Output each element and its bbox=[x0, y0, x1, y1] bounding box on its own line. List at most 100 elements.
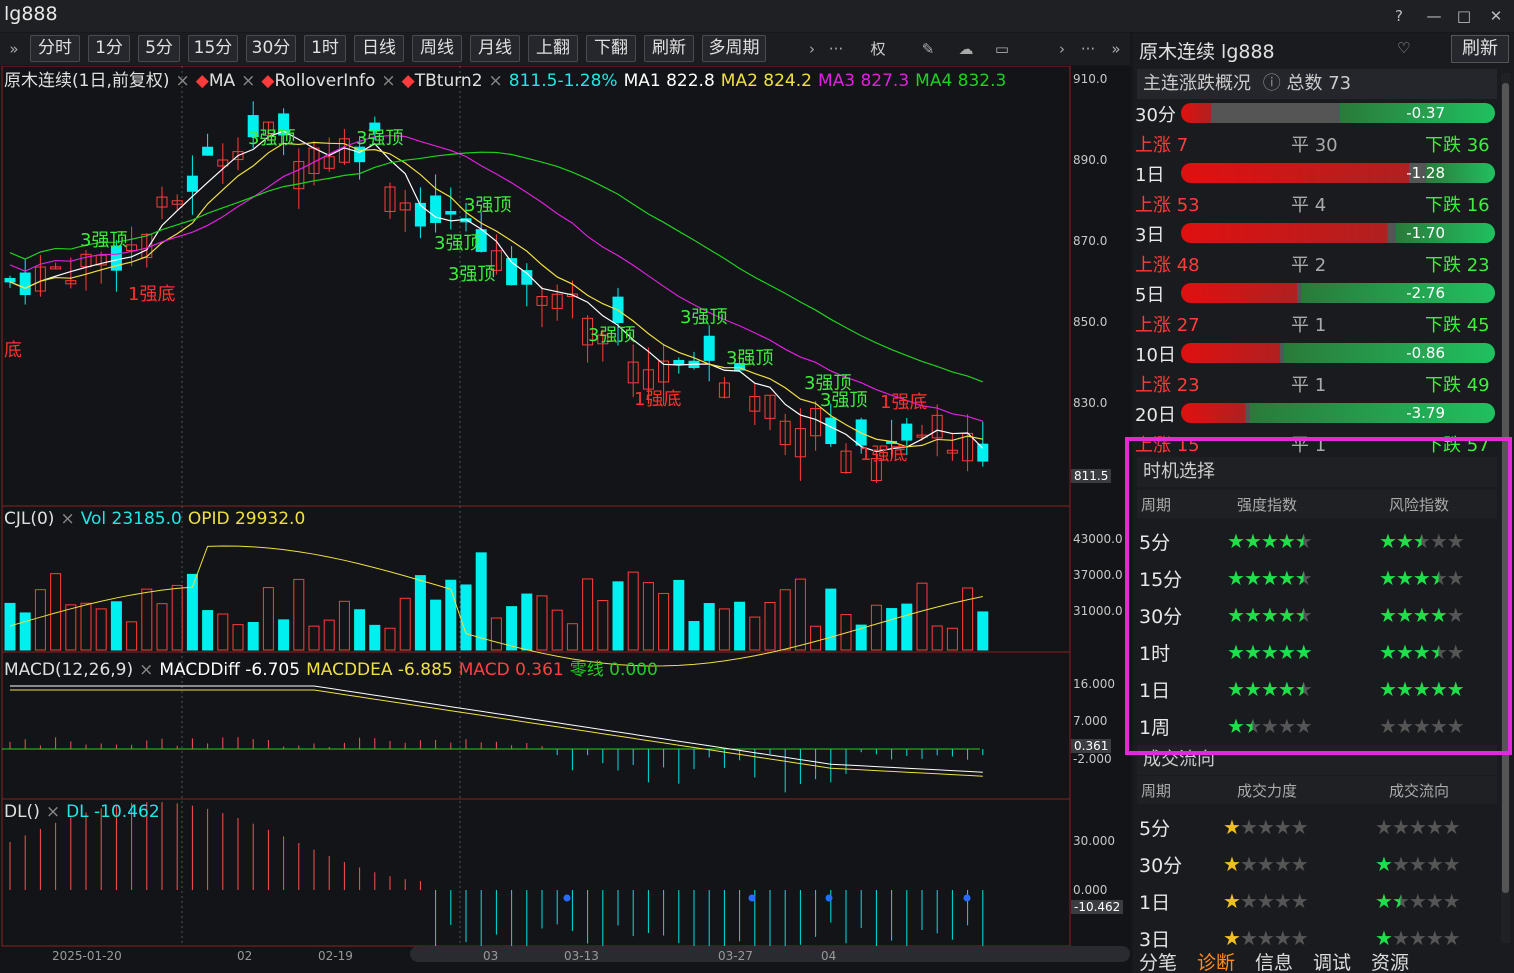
volume-bar bbox=[779, 589, 791, 651]
vol-tick: 31000.0 bbox=[1073, 604, 1123, 618]
toolbar-button[interactable]: 1分 bbox=[88, 35, 130, 62]
period-up: 上涨 48 bbox=[1135, 255, 1200, 276]
window-icon[interactable]: ▭ bbox=[994, 40, 1010, 58]
volume-bar bbox=[262, 587, 274, 651]
vertical-scrollbar[interactable] bbox=[1501, 73, 1510, 943]
toolbar-button[interactable]: 下翻 bbox=[586, 35, 636, 62]
bottom-signal: 底 bbox=[4, 340, 22, 361]
toolbar-button[interactable]: 日线 bbox=[354, 35, 404, 62]
toolbar-button[interactable]: 上翻 bbox=[528, 35, 578, 62]
tab-2[interactable]: 信息 bbox=[1255, 952, 1294, 973]
help-icon[interactable]: ⓘ bbox=[1262, 73, 1281, 94]
bottom-signal: 1强底 bbox=[880, 392, 927, 413]
price-tick: 890.0 bbox=[1073, 153, 1108, 167]
volume-bar bbox=[232, 624, 244, 651]
flow-row: 1日 ★★★★★ ★★★★★ bbox=[1137, 883, 1497, 920]
toolbar-button[interactable]: 30分 bbox=[246, 35, 296, 62]
candle bbox=[718, 382, 730, 398]
ma2-value: MA2 824.2 bbox=[720, 71, 812, 91]
volume-bar bbox=[430, 599, 442, 651]
indicator-tbturn[interactable]: TBturn2 bbox=[414, 71, 483, 91]
toolbar-button[interactable]: 刷新 bbox=[644, 35, 694, 62]
horizontal-scrollbar[interactable] bbox=[410, 946, 1130, 962]
toolbar-button[interactable]: 分时 bbox=[30, 35, 80, 62]
candle bbox=[384, 186, 396, 212]
heart-icon[interactable]: ♡ bbox=[1397, 39, 1411, 57]
refresh-button[interactable]: 刷新 bbox=[1451, 35, 1509, 63]
close-icon[interactable]: ✕ bbox=[1489, 7, 1503, 25]
weight-button[interactable]: 权 bbox=[870, 40, 886, 58]
panel-title: 原木连续 lg888 bbox=[1139, 41, 1275, 63]
volume-bar bbox=[202, 610, 214, 651]
risk-stars: ★★★★★ bbox=[1379, 714, 1465, 738]
strength-stars: ★★★★★ bbox=[1227, 603, 1313, 627]
period-up: 上涨 7 bbox=[1135, 135, 1189, 156]
period-label: 1日 bbox=[1135, 165, 1165, 186]
volume-bar bbox=[217, 613, 229, 651]
more-icon[interactable]: ··· bbox=[1080, 40, 1096, 58]
tab-1[interactable]: 诊断 bbox=[1197, 952, 1236, 973]
help-icon[interactable]: ? bbox=[1395, 7, 1403, 25]
chevron-right-icon[interactable]: › bbox=[809, 40, 815, 58]
volume-bar bbox=[445, 579, 457, 651]
more-icon[interactable]: ··· bbox=[828, 40, 844, 58]
candle bbox=[430, 195, 442, 223]
chevron-right-icon[interactable]: › bbox=[1059, 40, 1065, 58]
chart-area[interactable]: 3强顶 3强顶 3强顶 3强顶 3强顶 3强顶 3强顶 3强顶 3强顶 3强顶 3强顶 1强底 1强底 1… bbox=[0, 65, 1131, 973]
dl-tick: 0.000 bbox=[1073, 883, 1108, 897]
period-flat: 平 1 bbox=[1291, 375, 1327, 396]
double-chevron-icon[interactable]: » bbox=[1111, 40, 1121, 58]
indicator-ma[interactable]: MA bbox=[208, 71, 236, 91]
top-signal: 3强顶 bbox=[448, 264, 495, 285]
draw-icon[interactable]: ✎ bbox=[921, 40, 935, 58]
indicator-rollover[interactable]: RolloverInfo bbox=[274, 71, 376, 91]
macd-label: MACD(12,26,9) bbox=[4, 660, 134, 680]
candle bbox=[490, 250, 502, 271]
dl-value: DL -10.462 bbox=[66, 802, 160, 822]
maximize-icon[interactable]: □ bbox=[1456, 7, 1472, 25]
dl-last-label: -10.462 bbox=[1071, 900, 1124, 914]
toolbar-button[interactable]: 周线 bbox=[412, 35, 462, 62]
candle bbox=[399, 202, 411, 211]
volume-bar bbox=[369, 624, 381, 651]
volume-bar bbox=[931, 625, 943, 651]
dl-dot bbox=[825, 894, 833, 902]
double-chevron-icon[interactable]: » bbox=[9, 40, 19, 58]
volume-bar bbox=[247, 621, 259, 651]
bottom-signal: 1强底 bbox=[634, 389, 681, 410]
timing-row: 15分 ★★★★★ ★★★★★ bbox=[1137, 560, 1497, 597]
scroll-thumb[interactable] bbox=[1502, 83, 1509, 893]
dl-dot bbox=[963, 894, 971, 902]
toolbar-button[interactable]: 15分 bbox=[188, 35, 238, 62]
toolbar-button[interactable]: 5分 bbox=[138, 35, 180, 62]
top-signal: 3强顶 bbox=[464, 195, 511, 216]
toolbar-button[interactable]: 月线 bbox=[470, 35, 520, 62]
candle bbox=[901, 423, 913, 441]
timing-row: 1时 ★★★★★ ★★★★★ bbox=[1137, 634, 1497, 671]
price-tick: 850.0 bbox=[1073, 315, 1108, 329]
minimize-icon[interactable]: — bbox=[1426, 7, 1442, 25]
volume-bar bbox=[612, 581, 624, 651]
period-down: 下跌 57 bbox=[1425, 435, 1490, 456]
period-bar: -2.76 bbox=[1181, 283, 1495, 303]
candle bbox=[156, 196, 168, 208]
toolbar-button[interactable]: 多周期 bbox=[702, 35, 766, 62]
period-flat: 平 2 bbox=[1291, 255, 1327, 276]
tab-4[interactable]: 资源 bbox=[1371, 952, 1410, 973]
tab-0[interactable]: 分笔 bbox=[1139, 952, 1178, 973]
volume-bar bbox=[566, 623, 578, 651]
candle bbox=[597, 334, 609, 345]
candle bbox=[946, 449, 958, 454]
candle bbox=[840, 450, 852, 474]
tab-3[interactable]: 调试 bbox=[1313, 952, 1352, 973]
volume-bar bbox=[110, 601, 122, 651]
cloud-icon[interactable]: ☁ bbox=[958, 40, 974, 58]
period-value: -1.28 bbox=[1406, 164, 1445, 182]
volume-bar bbox=[946, 627, 958, 651]
ma3-value: MA3 827.3 bbox=[817, 71, 910, 91]
candle bbox=[171, 200, 183, 205]
candle bbox=[931, 414, 943, 439]
volume-bar bbox=[521, 593, 533, 651]
toolbar-button[interactable]: 1时 bbox=[304, 35, 346, 62]
